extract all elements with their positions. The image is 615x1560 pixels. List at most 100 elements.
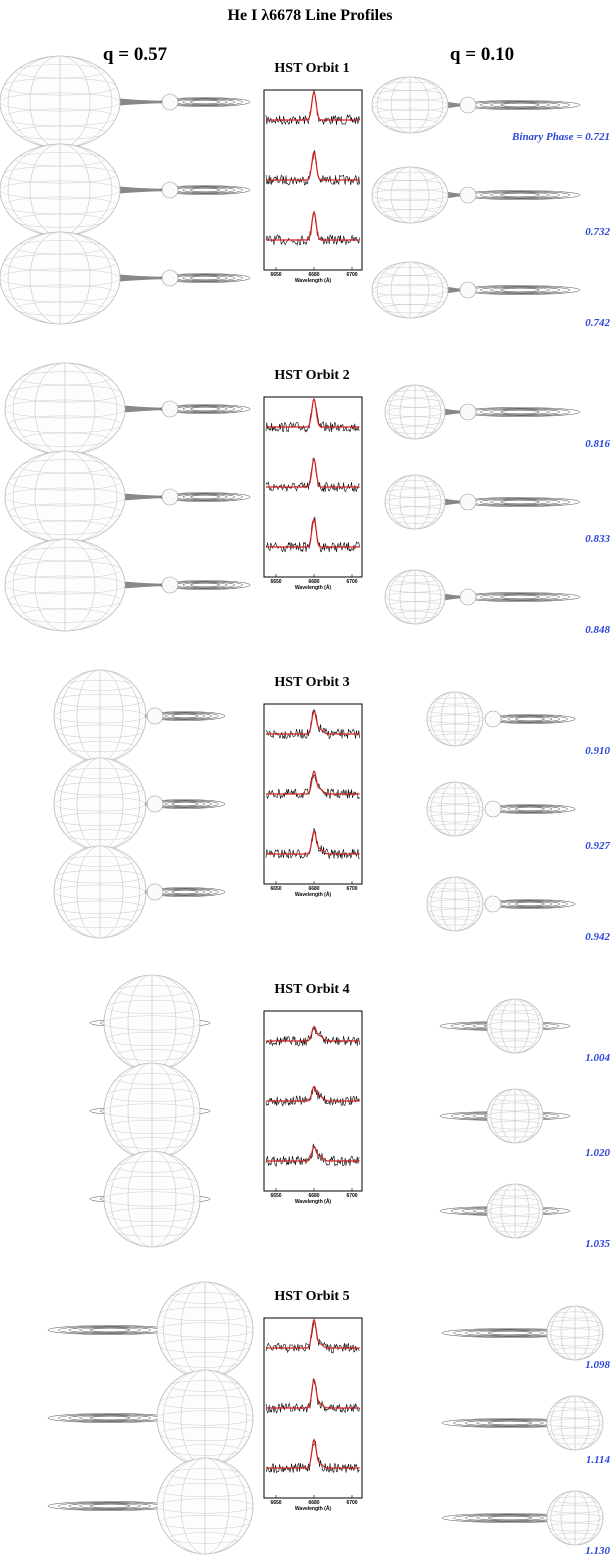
x-tick-label: 6650 [270,272,281,278]
donor-star [547,1396,603,1450]
disk-ring [191,188,220,192]
compact-star [460,97,476,113]
donor-star [157,1370,253,1466]
disk-ring [516,717,545,721]
donor-star [157,1458,253,1554]
phase-label: 0.927 [585,840,610,852]
accretion-disk [160,270,250,286]
x-tick-label: 6650 [270,886,281,892]
x-axis-label: Wavelength (Å) [295,1198,332,1205]
phase-label: 0.732 [585,226,610,238]
compact-star [162,182,178,198]
donor-star [5,363,125,455]
phase-label: 0.833 [585,533,610,545]
phase-label: Binary Phase = 0.721 [511,131,610,143]
compact-star [485,801,501,817]
donor-star [0,232,120,324]
phase-label: 0.942 [585,931,610,943]
accretion-disk [145,708,225,724]
x-tick-label: 6650 [270,579,281,585]
accretion-disk [48,1326,172,1335]
orbit-label: HST Orbit 3 [274,675,349,690]
compact-star [460,282,476,298]
compact-star [460,494,476,510]
x-tick-label: 6650 [270,1500,281,1506]
disk-ring [501,103,539,107]
compact-star [162,94,178,110]
donor-star [5,451,125,543]
compact-star [162,489,178,505]
disk-ring [172,714,198,718]
phase-label: 1.130 [585,1545,610,1557]
compact-star [162,577,178,593]
column-label: q = 0.57 [103,44,168,65]
disk-ring [172,890,198,894]
donor-star [487,1089,543,1143]
phase-label: 1.004 [585,1052,610,1064]
donor-star [372,77,448,133]
disk-ring [90,1328,130,1332]
disk-ring [516,902,545,906]
accretion-disk [485,711,575,727]
donor-star [385,570,445,624]
accretion-disk [460,282,580,298]
compact-star [485,896,501,912]
disk-ring [191,100,220,104]
accretion-disk [460,404,580,420]
phase-label: 0.742 [585,317,610,329]
disk-ring [191,407,220,411]
donor-star [0,144,120,236]
donor-star [372,262,448,318]
x-tick-label: 6700 [346,579,357,585]
disk-ring [501,500,539,504]
x-axis-label: Wavelength (Å) [295,584,332,591]
donor-star [104,1063,200,1159]
accretion-disk [160,489,250,505]
disk-ring [90,1504,130,1508]
phase-label: 1.098 [585,1359,610,1371]
disk-ring [172,802,198,806]
donor-star [487,1184,543,1238]
donor-star [54,758,146,850]
figure: He I λ6678 Line Profiles q = 0.57 q = 0.… [0,0,615,1560]
x-tick-label: 6700 [346,272,357,278]
donor-star [487,999,543,1053]
phase-label: 0.848 [585,624,610,636]
disk-ring [488,1516,532,1520]
disk-ring [191,583,220,587]
donor-star [54,670,146,762]
x-tick-label: 6700 [346,1193,357,1199]
column-label: q = 0.10 [450,44,514,65]
donor-star [5,539,125,631]
accretion-disk [460,494,580,510]
compact-star [460,589,476,605]
compact-star [162,401,178,417]
donor-star [385,385,445,439]
compact-star [147,708,163,724]
x-tick-label: 6650 [270,1193,281,1199]
donor-star [157,1282,253,1378]
figure-title: He I λ6678 Line Profiles [228,7,393,24]
compact-star [460,187,476,203]
compact-star [147,884,163,900]
disk-ring [90,1416,130,1420]
accretion-disk [485,801,575,817]
x-axis-label: Wavelength (Å) [295,1505,332,1512]
disk-ring [501,410,539,414]
accretion-disk [160,94,250,110]
phase-label: 1.035 [585,1238,610,1250]
disk-ring [488,1331,532,1335]
x-axis-label: Wavelength (Å) [295,277,332,284]
x-tick-label: 6700 [346,886,357,892]
compact-star [460,404,476,420]
donor-star [104,1151,200,1247]
disk-ring [191,495,220,499]
orbit-label: HST Orbit 4 [274,982,349,997]
compact-star [162,270,178,286]
donor-star [547,1491,603,1545]
compact-star [147,796,163,812]
accretion-disk [460,589,580,605]
disk-ring [501,193,539,197]
donor-star [104,975,200,1071]
accretion-disk [485,896,575,912]
